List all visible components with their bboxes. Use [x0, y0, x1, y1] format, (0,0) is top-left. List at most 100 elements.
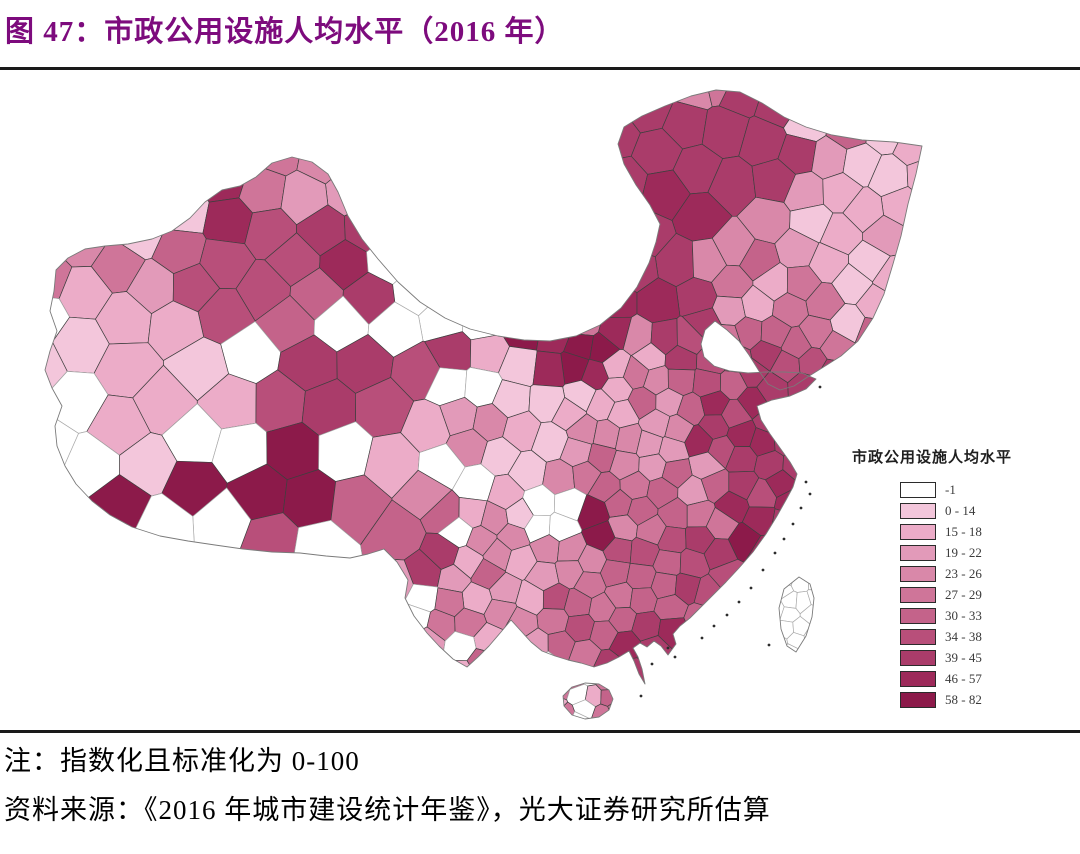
- source-text: 资料来源：《2016 年城市建设统计年鉴》，光大证券研究所估算: [4, 795, 771, 826]
- coastal-islet: [666, 646, 670, 650]
- coastal-islet: [749, 586, 753, 590]
- prefecture-cell: [392, 210, 495, 317]
- legend-label: 23 - 26: [945, 566, 982, 581]
- china-choropleth-map: [44, 89, 923, 720]
- prefecture-cell: [366, 179, 470, 285]
- prefecture-cell: [892, 90, 922, 166]
- legend-label: 27 - 29: [945, 587, 982, 602]
- legend-swatch: [900, 482, 936, 498]
- prefecture-cell: [815, 358, 876, 419]
- prefecture-cell: [536, 280, 571, 354]
- legend-swatch: [900, 629, 936, 645]
- legend-swatch: [900, 503, 936, 519]
- prefecture-cell: [282, 469, 337, 528]
- prefecture-cell: [202, 197, 253, 245]
- legend-swatch: [900, 545, 936, 561]
- legend-row: 23 - 26: [900, 565, 1062, 583]
- coastal-islet: [712, 624, 716, 628]
- coastal-islet: [782, 537, 786, 541]
- prefecture-cell: [45, 160, 112, 268]
- legend-swatch: [900, 524, 936, 540]
- prefecture-cell: [543, 155, 648, 237]
- prefecture-cell: [116, 131, 210, 234]
- map-figure: 市政公用设施人均水平 -1 0 - 14 15 - 18 19 - 22 23 - 26…: [0, 70, 1080, 730]
- prefecture-cell: [462, 244, 523, 341]
- legend-row: 19 - 22: [900, 544, 1062, 562]
- prefecture-cell: [563, 701, 575, 719]
- legend-title: 市政公用设施人均水平: [852, 450, 1013, 466]
- legend-label: 30 - 33: [945, 608, 982, 623]
- coastal-islet: [725, 613, 729, 617]
- legend-swatch: [900, 650, 936, 666]
- prefecture-cell: [501, 254, 549, 351]
- prefecture-cell: [45, 285, 70, 343]
- prefecture-cell: [466, 648, 515, 684]
- prefecture-cell: [343, 172, 446, 253]
- hainan-border: [562, 682, 614, 720]
- legend-label: 58 - 82: [945, 692, 982, 707]
- legend-label: 0 - 14: [945, 503, 976, 518]
- legend-row: 58 - 82: [900, 691, 1062, 709]
- legend-row: 39 - 45: [900, 649, 1062, 667]
- coastal-islet: [804, 480, 808, 484]
- prefecture-cell: [590, 703, 613, 719]
- prefecture-cell: [779, 577, 795, 587]
- prefecture-cell: [854, 317, 917, 379]
- prefecture-cell: [45, 334, 68, 419]
- prefecture-cell: [599, 657, 675, 684]
- legend-swatch: [900, 692, 936, 708]
- coastal-islet: [761, 568, 765, 572]
- prefecture-cell: [779, 643, 814, 652]
- bottom-rule: [0, 730, 1080, 733]
- prefecture-cell: [779, 577, 781, 615]
- prefecture-cell: [296, 90, 403, 185]
- prefecture-cell: [563, 685, 569, 719]
- coastal-islet: [799, 506, 803, 510]
- figure-header: 图 47：市政公用设施人均水平（2016 年）: [0, 0, 1080, 67]
- prefecture-cell: [98, 152, 166, 261]
- legend-label: 34 - 38: [945, 629, 982, 644]
- mainland-border: [44, 89, 923, 685]
- legend-swatch: [900, 608, 936, 624]
- legend-label: 46 - 57: [945, 671, 982, 686]
- prefecture-cell: [808, 577, 814, 592]
- legend-swatch: [900, 671, 936, 687]
- coastal-islet: [700, 636, 704, 640]
- prefecture-cell: [558, 247, 638, 319]
- prefecture-cell: [636, 635, 698, 684]
- legend-row: 15 - 18: [900, 523, 1062, 541]
- prefecture-cell: [352, 557, 414, 629]
- legend-label: 15 - 18: [945, 524, 982, 539]
- prefecture-cell: [803, 623, 814, 652]
- legend-label: 39 - 45: [945, 650, 982, 665]
- legend-label: -1: [945, 482, 956, 497]
- prefecture-cell: [45, 196, 73, 300]
- prefecture-cell: [600, 687, 613, 707]
- coastal-islet: [773, 551, 777, 555]
- legend-row: -1: [900, 481, 1062, 499]
- coastal-islet: [808, 492, 812, 496]
- prefecture-cell: [565, 231, 659, 294]
- prefecture-cell: [724, 345, 752, 373]
- prefecture-cell: [371, 602, 431, 656]
- map-legend: 市政公用设施人均水平 -1 0 - 14 15 - 18 19 - 22 23 - 26…: [852, 446, 1062, 712]
- prefecture-cell: [568, 90, 675, 134]
- page-title: 图 47：市政公用设施人均水平（2016 年）: [5, 16, 565, 48]
- prefecture-cell: [769, 508, 829, 568]
- coastal-islet: [673, 655, 677, 659]
- prefecture-cell: [383, 626, 446, 684]
- coastal-islet: [767, 643, 771, 647]
- prefecture-cell: [770, 544, 819, 576]
- prefecture-cell: [865, 90, 922, 156]
- prefecture-cell: [544, 254, 603, 336]
- coastal-islet: [650, 662, 654, 666]
- note-text: 注：指数化且标准化为 0-100: [4, 746, 360, 776]
- prefecture-cell: [45, 405, 79, 541]
- prefecture-cell: [773, 414, 831, 457]
- prefecture-cell: [416, 659, 504, 684]
- legend-row: 27 - 29: [900, 586, 1062, 604]
- prefecture-cell: [563, 711, 601, 719]
- prefecture-cell: [143, 98, 251, 203]
- legend-swatch: [900, 587, 936, 603]
- legend-swatch: [900, 566, 936, 582]
